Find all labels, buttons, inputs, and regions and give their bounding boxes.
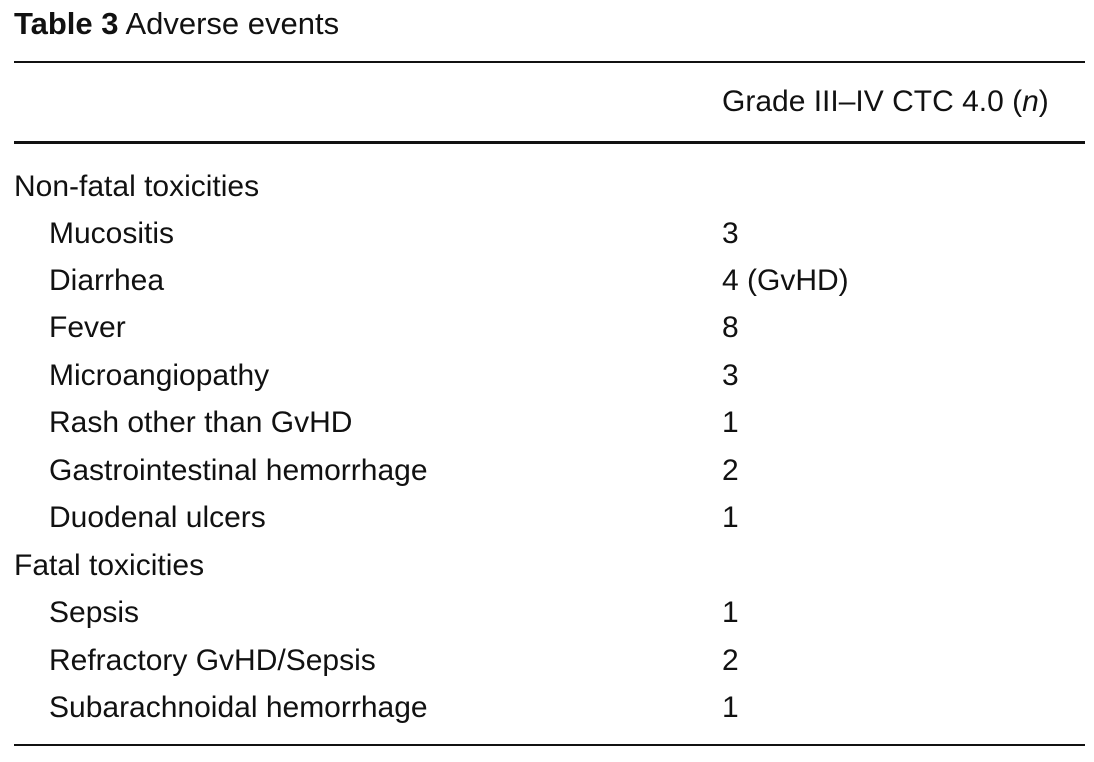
table-number: Table 3 xyxy=(14,6,119,41)
table-caption: Table 3 Adverse events xyxy=(14,6,339,42)
row-label: Duodenal ulcers xyxy=(49,501,266,534)
table-row: Refractory GvHD/Sepsis 2 xyxy=(0,643,1094,690)
row-label: Microangiopathy xyxy=(49,359,270,392)
table-row: Duodenal ulcers 1 xyxy=(0,500,1094,547)
row-label: Diarrhea xyxy=(49,264,165,297)
header-rule xyxy=(14,141,1085,144)
section-heading-row: Non-fatal toxicities xyxy=(0,169,1094,216)
column-header-italic: n xyxy=(1022,85,1039,118)
table-row: Gastrointestinal hemorrhage 2 xyxy=(0,453,1094,500)
row-value: 3 xyxy=(722,217,739,250)
section-heading: Non-fatal toxicities xyxy=(14,170,260,203)
table-row: Microangiopathy 3 xyxy=(0,358,1094,405)
row-value: 1 xyxy=(722,501,739,534)
table-title: Adverse events xyxy=(125,6,340,41)
column-header: Grade III–IV CTC 4.0 (n) xyxy=(722,84,1049,120)
row-value: 2 xyxy=(722,454,739,487)
table-row: Mucositis 3 xyxy=(0,216,1094,263)
row-value: 1 xyxy=(722,691,739,724)
row-value: 1 xyxy=(722,596,739,629)
table-row: Rash other than GvHD 1 xyxy=(0,405,1094,452)
row-label: Rash other than GvHD xyxy=(49,406,353,439)
column-header-close: ) xyxy=(1038,85,1049,118)
row-value: 3 xyxy=(722,359,739,392)
table-row: Sepsis 1 xyxy=(0,595,1094,642)
top-rule xyxy=(14,61,1085,63)
row-label: Mucositis xyxy=(49,217,175,250)
table-row: Subarachnoidal hemorrhage 1 xyxy=(0,690,1094,737)
column-header-text: Grade III–IV CTC 4.0 ( xyxy=(722,85,1023,118)
bottom-rule xyxy=(14,744,1085,746)
row-value: 8 xyxy=(722,311,739,344)
section-heading-row: Fatal toxicities xyxy=(0,548,1094,595)
table-row: Fever 8 xyxy=(0,310,1094,357)
row-value: 2 xyxy=(722,644,739,677)
row-label: Fever xyxy=(49,311,126,344)
row-label: Refractory GvHD/Sepsis xyxy=(49,644,376,677)
row-value: 1 xyxy=(722,406,739,439)
row-label: Gastrointestinal hemorrhage xyxy=(49,454,428,487)
table-row: Diarrhea 4 (GvHD) xyxy=(0,263,1094,310)
row-value: 4 (GvHD) xyxy=(722,264,849,297)
row-label: Sepsis xyxy=(49,596,140,629)
section-heading: Fatal toxicities xyxy=(14,549,205,582)
row-label: Subarachnoidal hemorrhage xyxy=(49,691,428,724)
